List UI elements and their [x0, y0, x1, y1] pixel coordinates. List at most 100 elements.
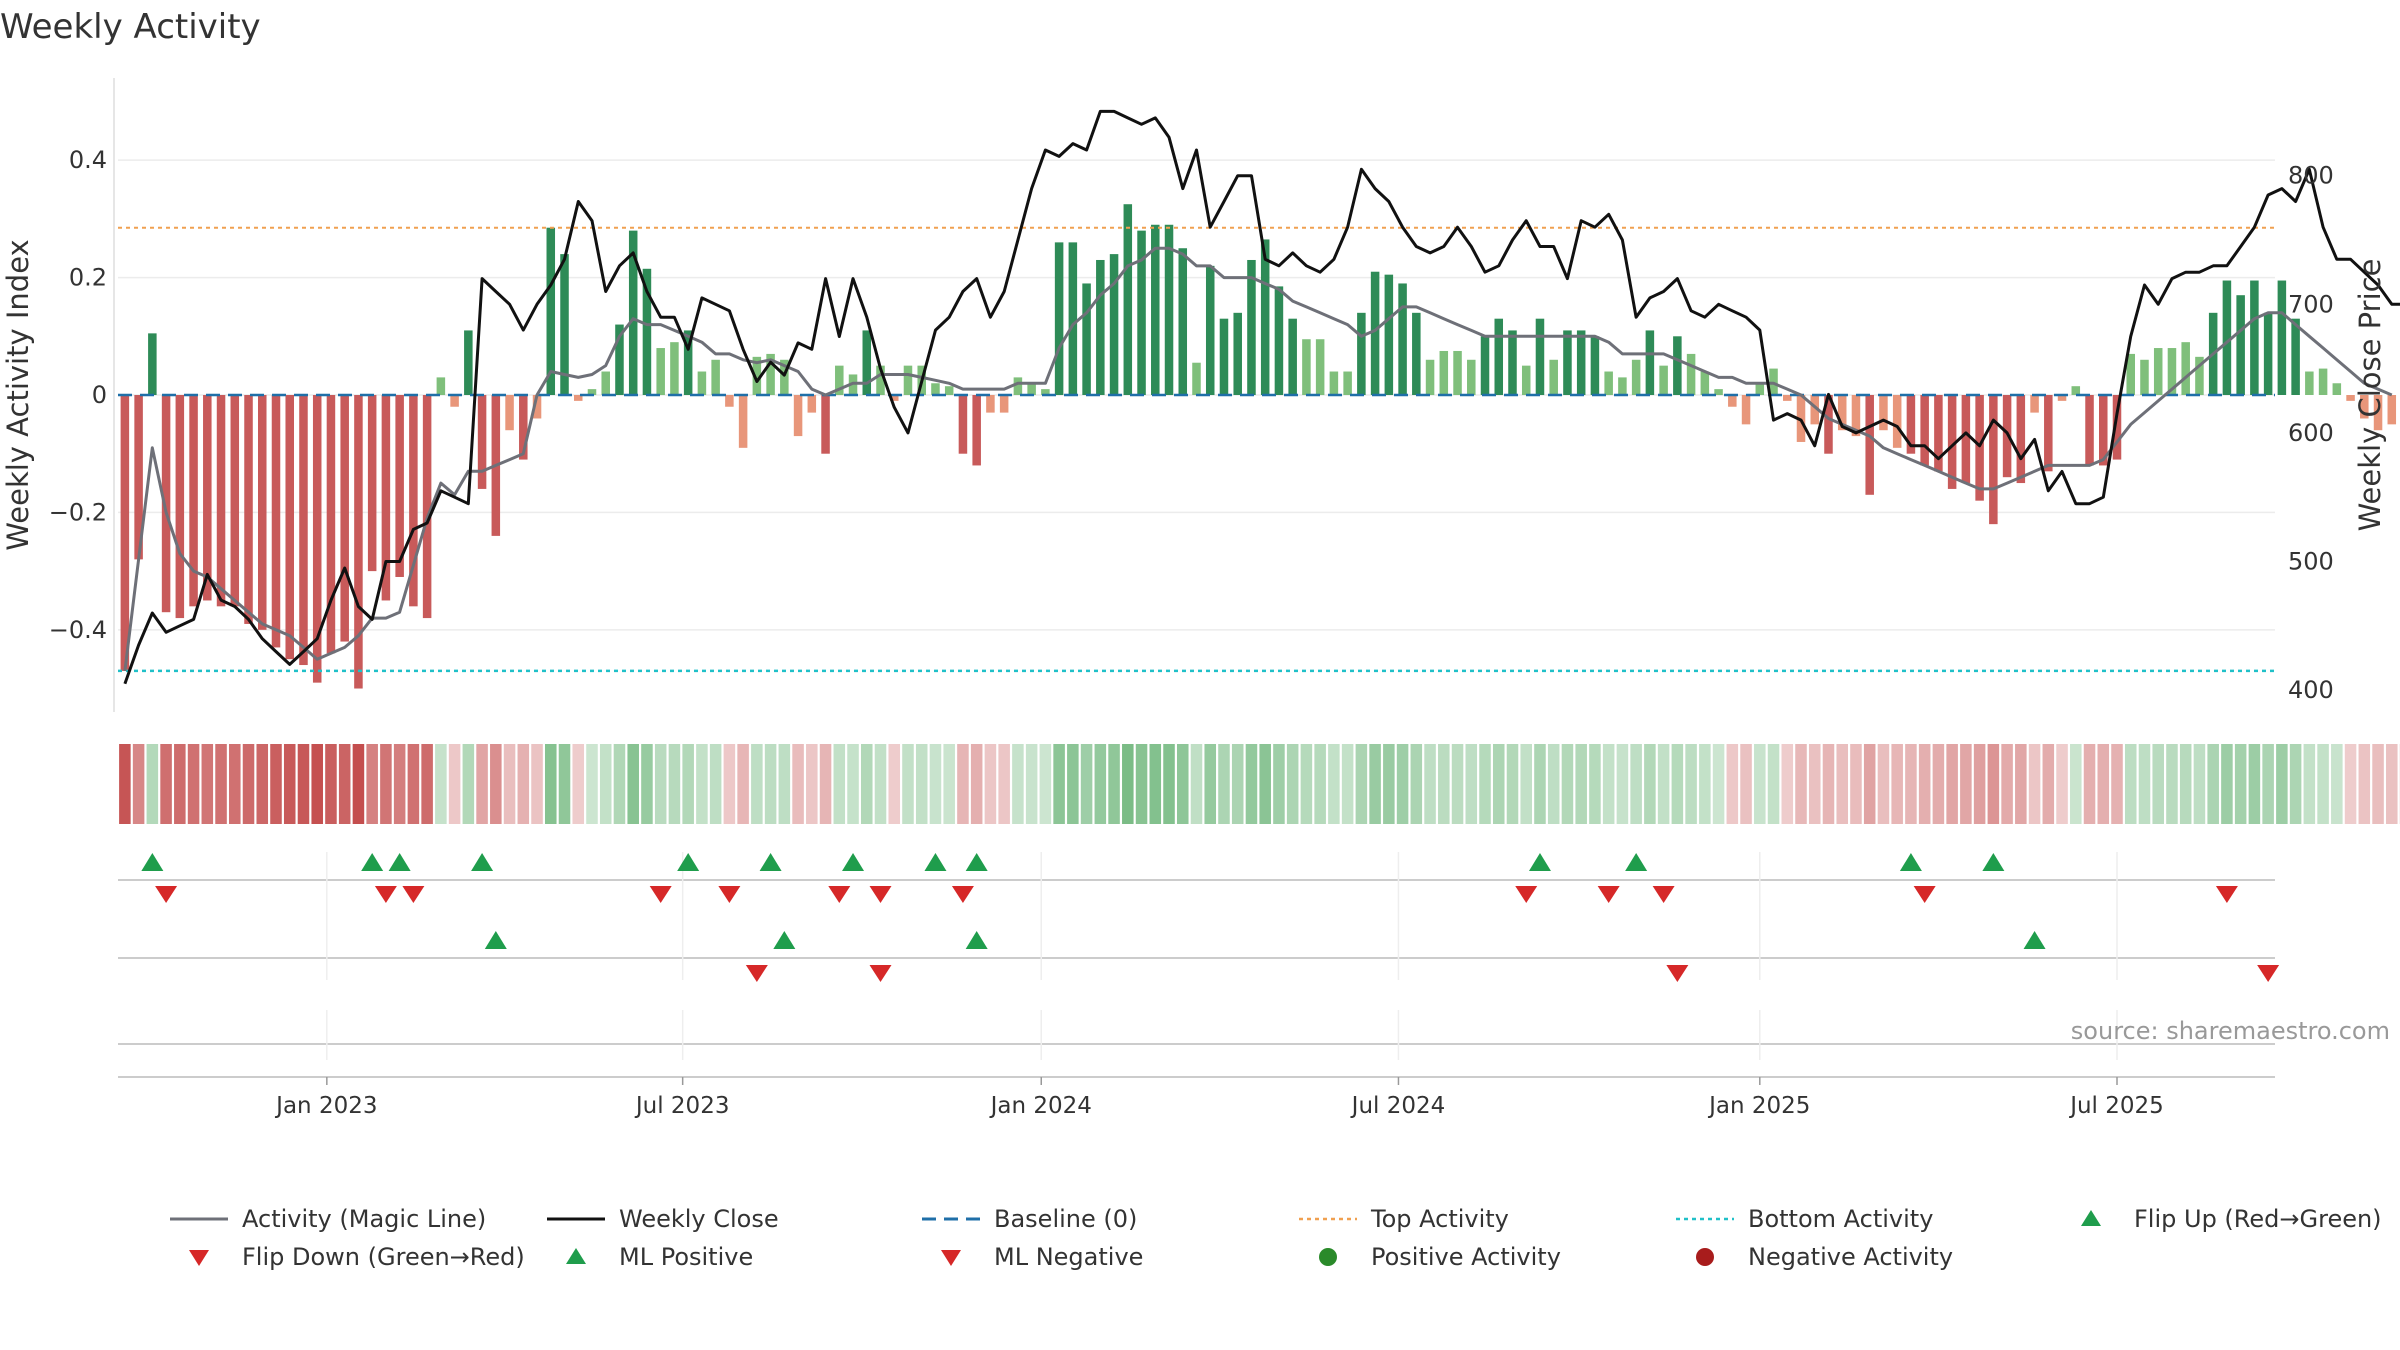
heat-cell	[1465, 744, 1478, 824]
activity-bar	[285, 395, 294, 660]
activity-bar	[1521, 365, 1531, 395]
heat-cell	[2056, 744, 2068, 824]
heat-cell	[1039, 744, 1052, 824]
heat-cell	[2358, 744, 2371, 824]
heat-cell	[1973, 744, 1986, 824]
heat-cell	[503, 744, 516, 824]
heat-cell	[1712, 744, 1725, 824]
legend: Activity (Magic Line) Weekly Close Basel…	[160, 1205, 2400, 1295]
activity-bar	[2071, 386, 2081, 395]
activity-bar	[2318, 368, 2328, 395]
activity-bar	[1535, 318, 1545, 395]
heat-cell	[2276, 744, 2288, 824]
activity-bar	[986, 395, 995, 413]
activity-bar	[2112, 395, 2122, 460]
activity-bar	[2057, 395, 2067, 401]
activity-bar	[422, 395, 432, 619]
heat-cell	[1850, 744, 1862, 824]
heat-cell	[764, 744, 777, 824]
activity-bar	[1123, 204, 1133, 395]
flip-down-marker	[1913, 886, 1936, 903]
activity-bar	[1219, 318, 1229, 395]
heat-cell	[929, 744, 942, 824]
y2-tick-label: 600	[2288, 419, 2334, 447]
heat-cell	[2015, 744, 2027, 824]
heat-cell	[1176, 744, 1189, 824]
legend-swatch-top	[1299, 1217, 1357, 1221]
flip-down-marker	[828, 886, 851, 903]
flip-up-marker	[965, 853, 988, 871]
activity-bar	[889, 395, 899, 401]
heat-cell	[132, 744, 145, 824]
legend-item-flipdown: Flip Down (Green→Red)	[168, 1243, 525, 1271]
y2-tick-label: 500	[2288, 548, 2334, 576]
heat-cell	[435, 744, 447, 824]
flip-down-marker	[649, 886, 672, 903]
heat-cell	[1259, 744, 1271, 824]
heat-cell	[1616, 744, 1629, 824]
activity-bar	[697, 371, 707, 395]
activity-bar	[1027, 383, 1036, 395]
legend-label-top: Top Activity	[1371, 1205, 1509, 1233]
activity-bar	[601, 371, 610, 395]
legend-label-close: Weekly Close	[619, 1205, 779, 1233]
heat-cell	[682, 744, 694, 824]
heat-cell	[2303, 744, 2316, 824]
activity-bar	[175, 395, 185, 619]
heat-cell	[1492, 744, 1505, 824]
activity-bar	[2236, 295, 2245, 395]
heat-cell	[517, 744, 530, 824]
activity-bar	[2044, 395, 2053, 472]
activity-bar	[2305, 371, 2314, 395]
heat-cell	[613, 744, 626, 824]
activity-bar	[944, 386, 954, 395]
heat-cell	[1383, 744, 1395, 824]
x-axis: Jan 2023 Jul 2023 Jan 2024 Jul 2024 Jan 2025…	[118, 1076, 2275, 1119]
activity-bar	[1851, 395, 1861, 437]
legend-item-flipup: Flip Up (Red→Green)	[2060, 1205, 2382, 1233]
heat-cell	[998, 744, 1010, 824]
heat-cell	[778, 744, 791, 824]
heat-cell	[599, 744, 612, 824]
heat-cell	[1410, 744, 1423, 824]
heat-cell	[1067, 744, 1079, 824]
x-tick-label: Jan 2023	[274, 1093, 377, 1119]
y2-tick-label: 700	[2288, 290, 2334, 318]
activity-bar	[683, 330, 693, 395]
heat-cell	[2289, 744, 2302, 824]
ml-negative-marker	[2257, 965, 2280, 982]
heat-cell	[1438, 744, 1450, 824]
activity-bar	[2195, 356, 2204, 395]
activity-bar	[312, 395, 322, 683]
activity-bar	[244, 395, 253, 624]
heat-cell	[709, 744, 722, 824]
activity-bar	[628, 230, 638, 395]
heat-cell	[2083, 744, 2096, 824]
activity-bar	[1700, 371, 1710, 395]
activity-bar	[766, 353, 775, 395]
activity-bar	[1041, 389, 1050, 395]
legend-label-magic: Activity (Magic Line)	[242, 1205, 487, 1233]
heat-cell	[1149, 744, 1162, 824]
heat-cell	[1534, 744, 1546, 824]
activity-bar	[2346, 395, 2355, 401]
flip-down-marker	[1597, 886, 1620, 903]
heat-cell	[1204, 744, 1217, 824]
heat-cell	[1218, 744, 1230, 824]
y-tick-label: −0.4	[49, 616, 107, 644]
x-tick-label: Jul 2024	[1350, 1093, 1446, 1119]
heat-cell	[1767, 744, 1780, 824]
legend-item-top: Top Activity	[1297, 1205, 1509, 1233]
activity-bar	[670, 342, 679, 395]
heat-cell	[160, 744, 172, 824]
flip-down-marker	[1515, 886, 1538, 903]
activity-bar	[2291, 318, 2300, 395]
activity-bar	[546, 227, 556, 395]
activity-bar	[2153, 348, 2163, 395]
activity-bar	[1824, 395, 1833, 454]
flip-down-icon	[189, 1250, 209, 1266]
heat-cell	[1520, 744, 1533, 824]
heat-cell	[1877, 744, 1890, 824]
heat-cell	[1575, 744, 1587, 824]
heat-cell	[1644, 744, 1656, 824]
